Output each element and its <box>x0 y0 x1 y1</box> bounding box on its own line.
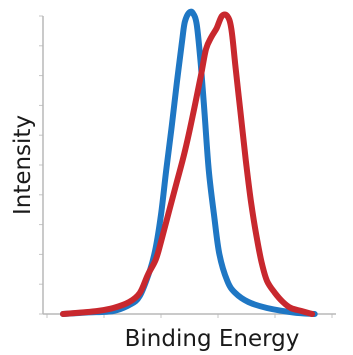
series-layer <box>60 8 318 317</box>
x-axis-title: Binding Energy <box>125 326 300 352</box>
series-line-blue <box>60 8 318 317</box>
y-axis-title: Intensity <box>10 115 36 215</box>
series-line-red <box>60 11 316 317</box>
